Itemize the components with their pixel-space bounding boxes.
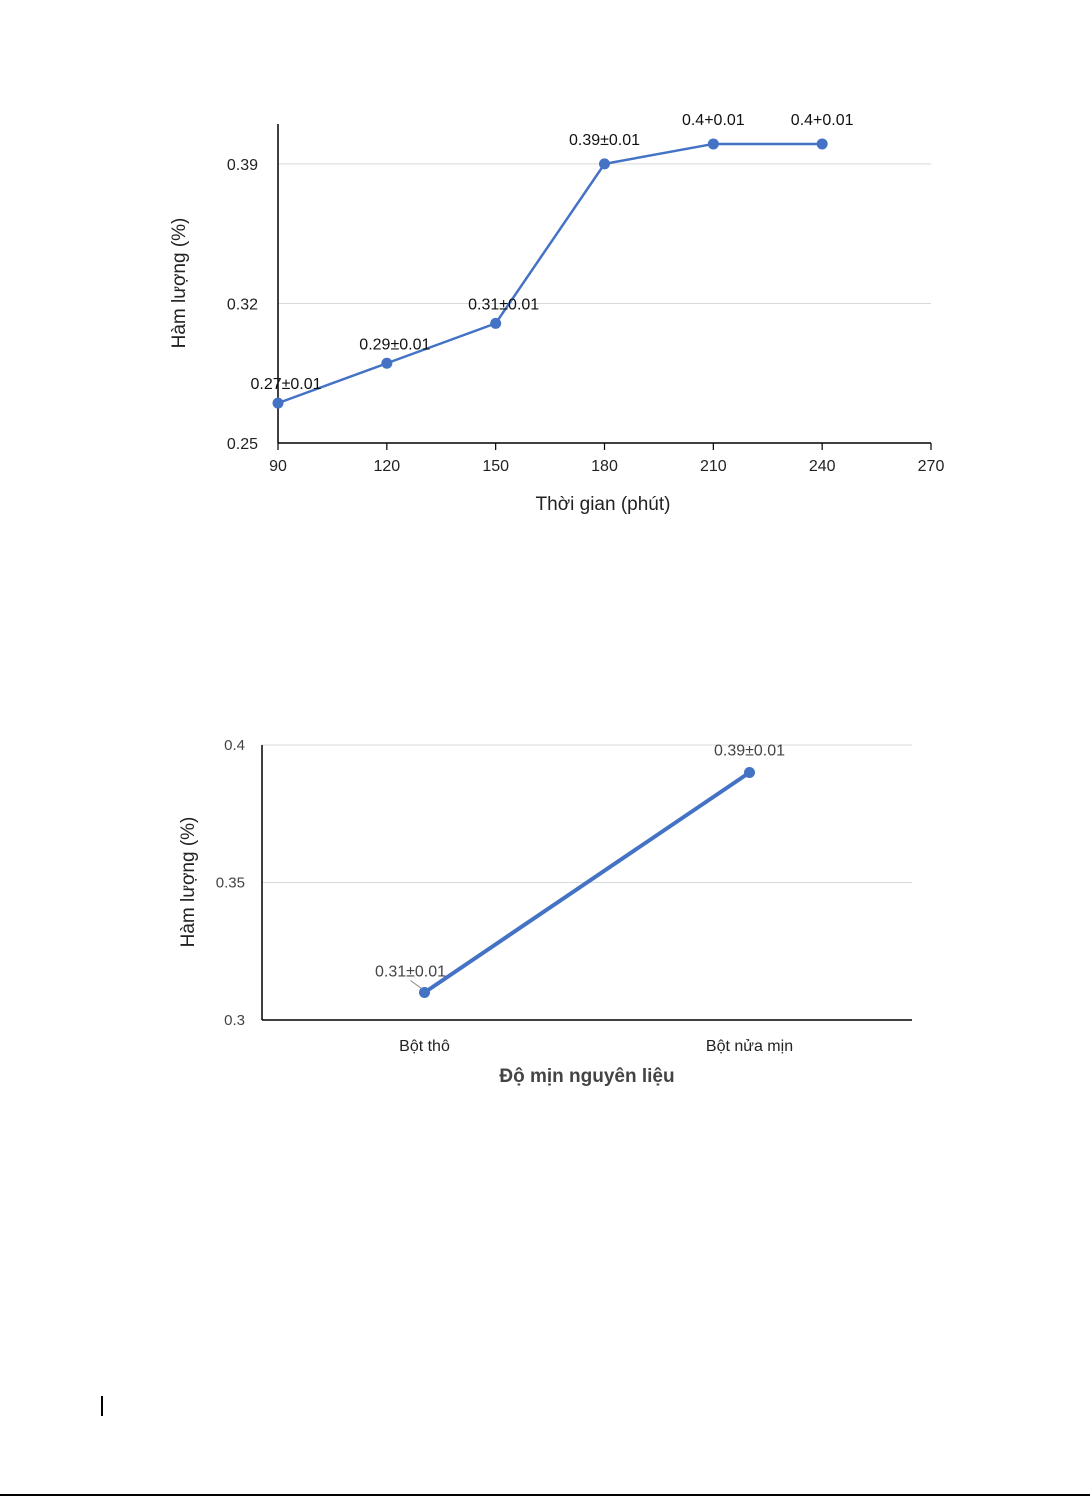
y-tick-label: 0.3 bbox=[224, 1012, 245, 1029]
x-tick-label: 180 bbox=[591, 458, 618, 475]
y-axis-title: Hàm lượng (%) bbox=[178, 817, 199, 948]
x-tick-label: 270 bbox=[918, 458, 945, 475]
data-label: 0.4+0.01 bbox=[791, 112, 854, 129]
x-axis-title: Độ mịn nguyên liệu bbox=[499, 1066, 674, 1087]
y-tick-label: 0.25 bbox=[227, 436, 258, 453]
page-margin-marker bbox=[101, 1396, 103, 1416]
data-point bbox=[490, 317, 502, 329]
y-tick-label: 0.32 bbox=[227, 296, 258, 313]
series-line bbox=[423, 770, 751, 995]
y-tick-label: 0.35 bbox=[216, 875, 245, 892]
data-label: 0.31±0.01 bbox=[375, 964, 446, 981]
data-point bbox=[744, 767, 755, 778]
y-axis-title: Hàm lượng (%) bbox=[169, 218, 190, 349]
label-leader-line bbox=[410, 980, 422, 989]
data-label: 0.31±0.01 bbox=[468, 296, 539, 313]
data-point bbox=[381, 357, 393, 369]
page-bottom-rule bbox=[0, 1494, 1090, 1496]
data-point bbox=[419, 987, 430, 998]
y-tick-label: 0.39 bbox=[227, 157, 258, 174]
data-label: 0.4+0.01 bbox=[682, 112, 745, 129]
x-tick-label: 90 bbox=[269, 458, 287, 475]
x-category-label: Bột thô bbox=[399, 1038, 450, 1055]
x-tick-label: 120 bbox=[373, 458, 400, 475]
x-tick-label: 150 bbox=[482, 458, 509, 475]
data-label: 0.39±0.01 bbox=[569, 132, 640, 149]
y-tick-label: 0.4 bbox=[224, 737, 245, 754]
data-point bbox=[272, 397, 284, 409]
x-tick-label: 240 bbox=[809, 458, 836, 475]
data-point bbox=[816, 138, 828, 150]
data-label: 0.27±0.01 bbox=[250, 376, 321, 393]
chart-do-min: Bột thô Bột nửa mịn 0.3 0.35 0.4 0.31±0.01 0… bbox=[178, 737, 912, 1087]
data-label: 0.39±0.01 bbox=[714, 743, 785, 760]
chart-thoi-gian: 90 120 150 180 210 240 270 0.25 0.32 0.39 0.27±0… bbox=[169, 112, 945, 515]
x-axis-title: Thời gian (phút) bbox=[536, 494, 671, 515]
x-tick-label: 210 bbox=[700, 458, 727, 475]
x-category-label: Bột nửa mịn bbox=[706, 1038, 793, 1055]
series-line bbox=[277, 142, 823, 405]
data-point bbox=[707, 138, 719, 150]
data-label: 0.29±0.01 bbox=[359, 336, 430, 353]
data-point bbox=[599, 158, 610, 170]
